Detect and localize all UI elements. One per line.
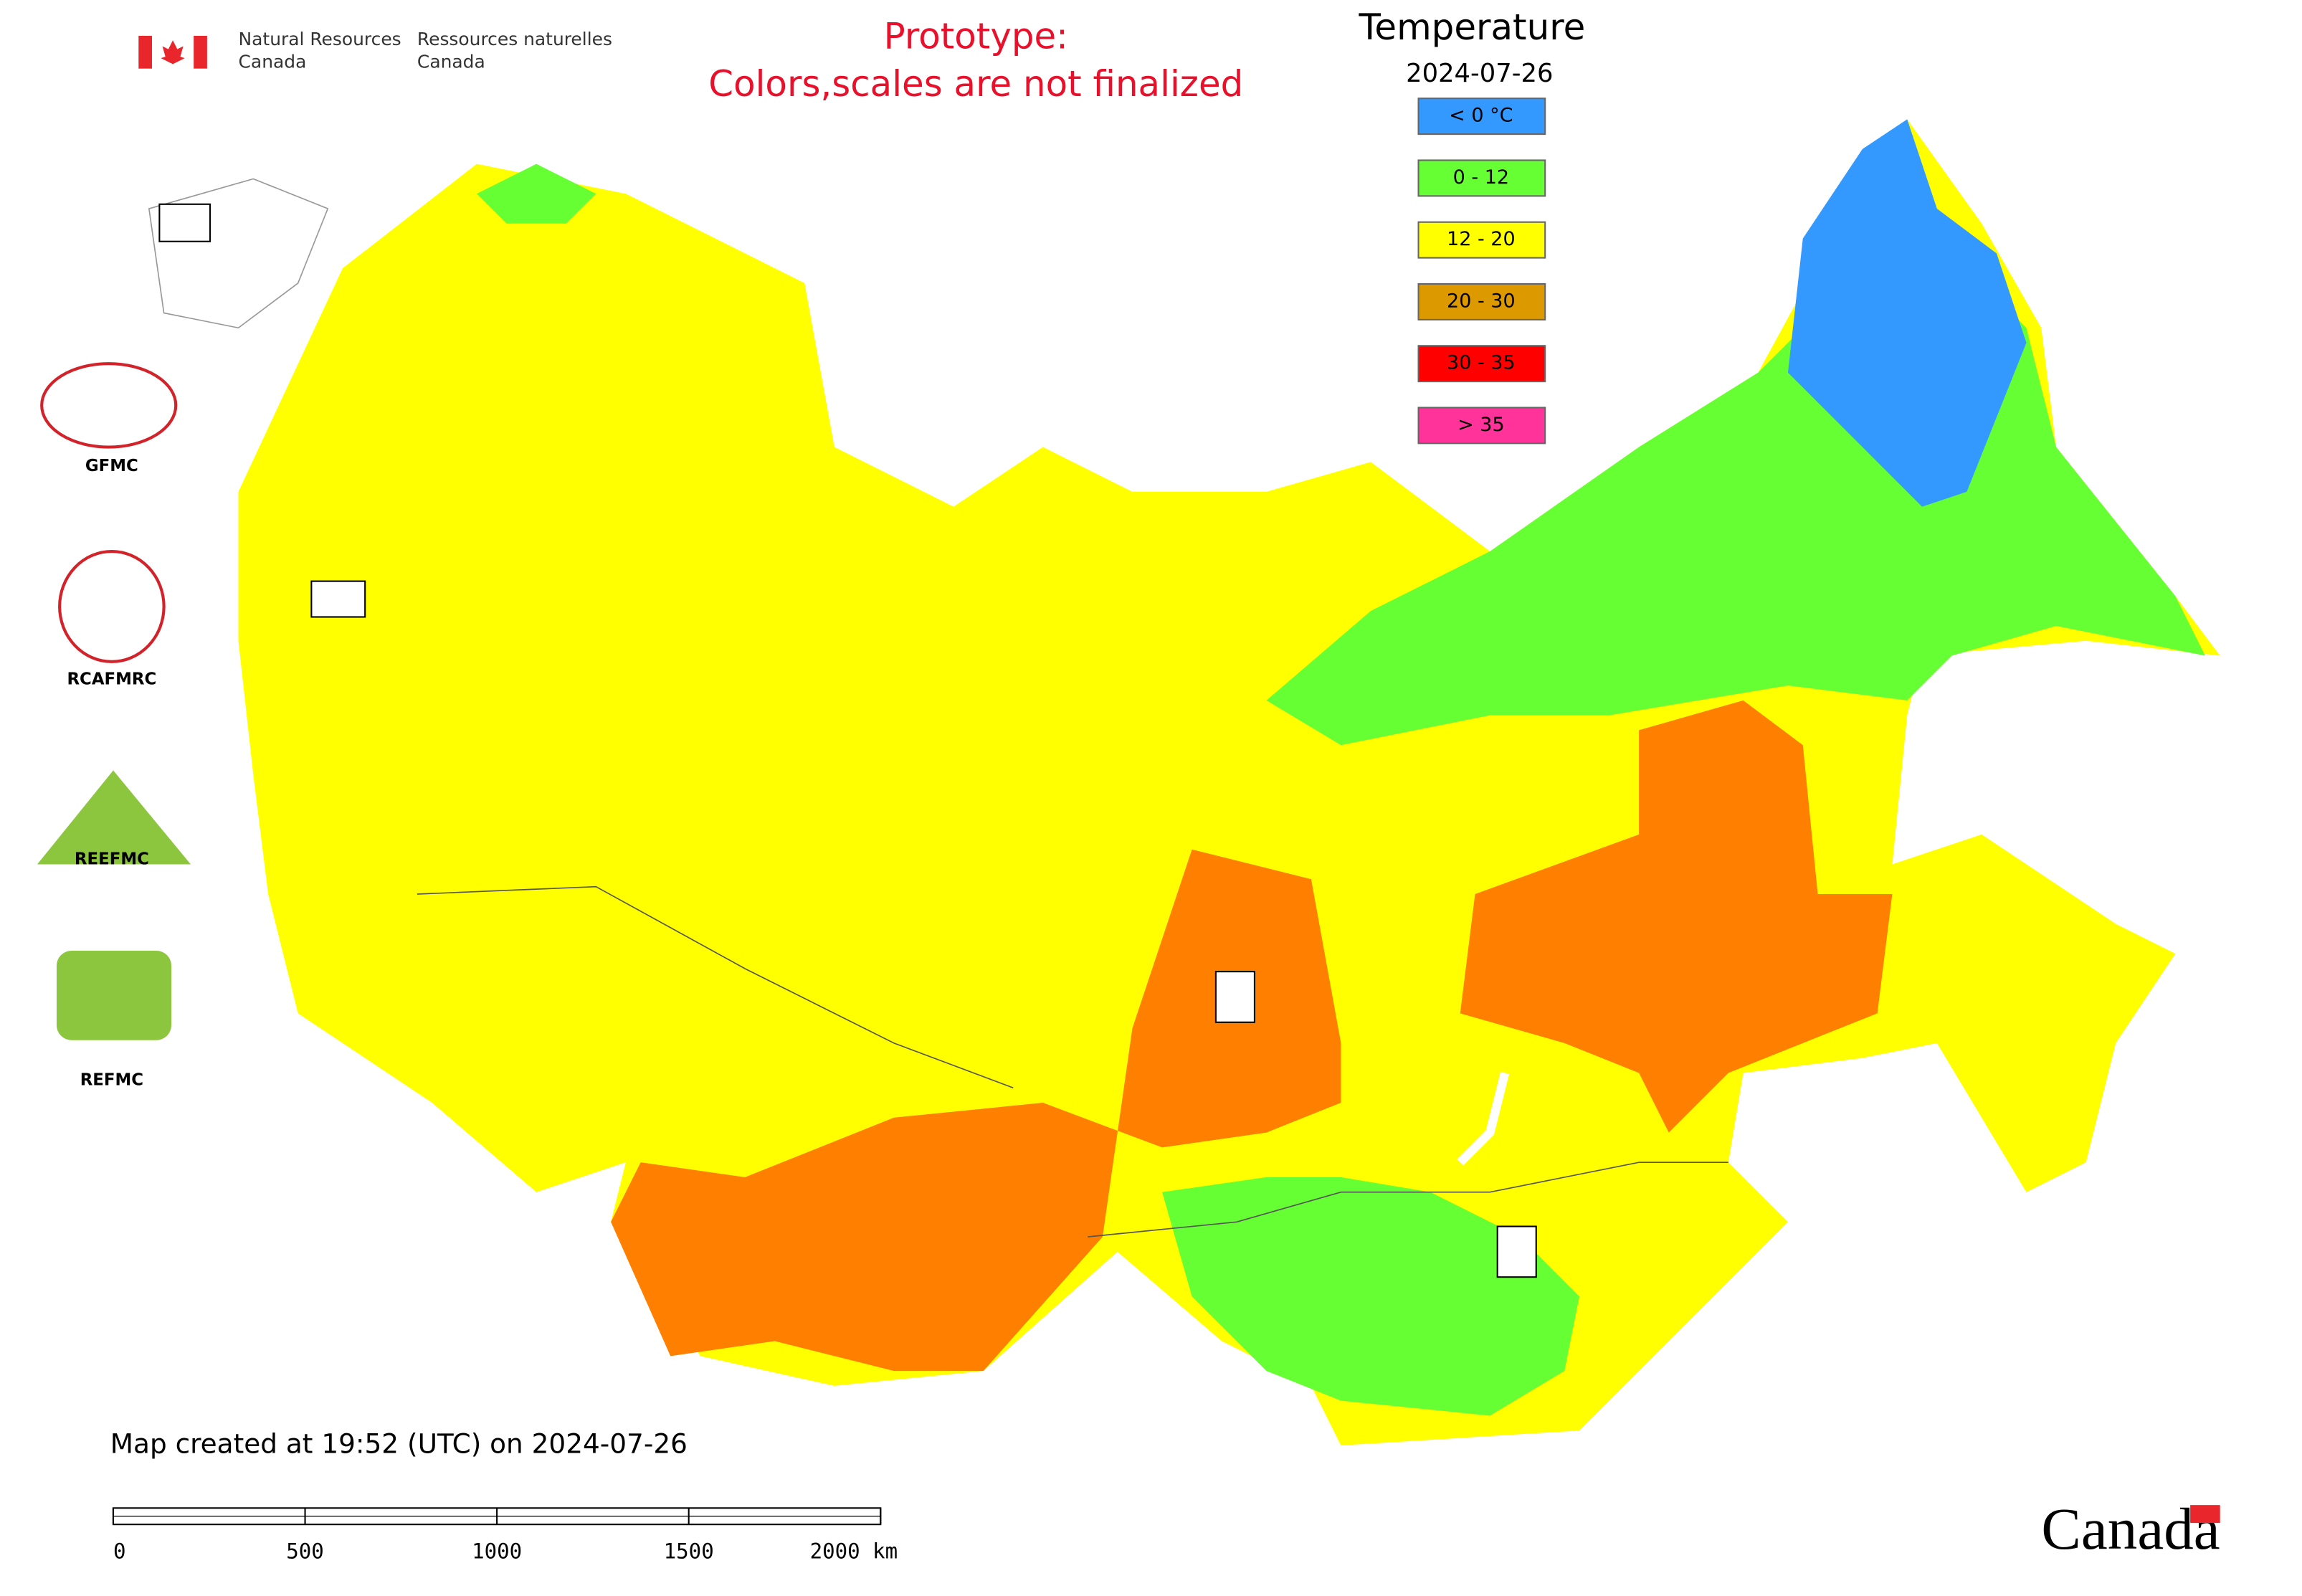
center-marker: [1496, 1225, 1537, 1278]
zone-20-30: [611, 849, 1341, 1372]
scale-label: 500: [286, 1539, 324, 1564]
map: [148, 119, 2220, 1446]
center-marker: [1214, 971, 1255, 1023]
flag-leaf: [161, 40, 185, 65]
notice: Prototype:: [884, 16, 1068, 57]
zone-20-30: [1460, 700, 1893, 1133]
logo: [40, 362, 178, 449]
legend-swatch: [1417, 98, 1546, 136]
legend-swatch: [1417, 407, 1546, 445]
legend-title: Temperature: [1358, 6, 1585, 48]
flag-bar: [138, 35, 152, 69]
legend-swatch: [1417, 345, 1546, 383]
zone-0-12: [1162, 1177, 1580, 1416]
center-marker: [310, 580, 366, 618]
legend-swatch: [1417, 159, 1546, 197]
center-label: GFMC: [85, 457, 138, 475]
scale-label: 0: [113, 1539, 126, 1564]
border: [1088, 1162, 1728, 1238]
header: Natural Resources Canada Ressources natu…: [138, 16, 1243, 105]
scale-bar: 0 500 1000 1500 2000 km: [112, 1507, 898, 1564]
centers: [37, 362, 191, 1040]
zone-0-12: [477, 163, 596, 224]
flag-bar: [194, 35, 207, 69]
legend-swatch: [1417, 282, 1546, 320]
logo: [58, 549, 166, 663]
legend-label: > 35: [1457, 414, 1505, 436]
border: [417, 885, 1014, 1089]
center-label: REEFMC: [75, 850, 149, 869]
legend-label: < 0 °C: [1449, 105, 1513, 127]
legend: Temperature 2024-07-26 < 0 °C 0 - 12 12 - …: [1358, 6, 1585, 445]
legend-label: 12 - 20: [1447, 228, 1516, 250]
zone-below-0: [1787, 119, 2027, 507]
logo: [37, 770, 191, 865]
center-label: REFMC: [80, 1070, 143, 1089]
scale-label: 1500: [664, 1539, 714, 1564]
legend-date: 2024-07-26: [1406, 59, 1553, 88]
logo: [56, 951, 172, 1040]
org-name: Canada: [239, 51, 307, 72]
notice: Colors,scales are not finalized: [708, 63, 1243, 105]
center-marker: [158, 203, 211, 242]
legend-label: 20 - 30: [1447, 290, 1516, 312]
legend-label: 30 - 35: [1447, 352, 1516, 374]
border: [148, 178, 329, 329]
org-name: Ressources naturelles: [417, 29, 612, 49]
org-name: Canada: [417, 51, 485, 72]
scale-label: 2000 km: [810, 1539, 898, 1564]
scale-label: 1000: [472, 1539, 522, 1564]
wordmark-flag: [2190, 1505, 2220, 1524]
center-label: RCAFMRC: [67, 670, 156, 688]
footer: Map created at 19:52 (UTC) on 2024-07-26: [110, 1428, 688, 1460]
legend-swatch: [1417, 221, 1546, 259]
legend-label: 0 - 12: [1453, 166, 1509, 189]
zone-0-12: [1266, 223, 2205, 746]
org-name: Natural Resources: [239, 29, 401, 49]
lake: [1457, 1071, 1510, 1166]
